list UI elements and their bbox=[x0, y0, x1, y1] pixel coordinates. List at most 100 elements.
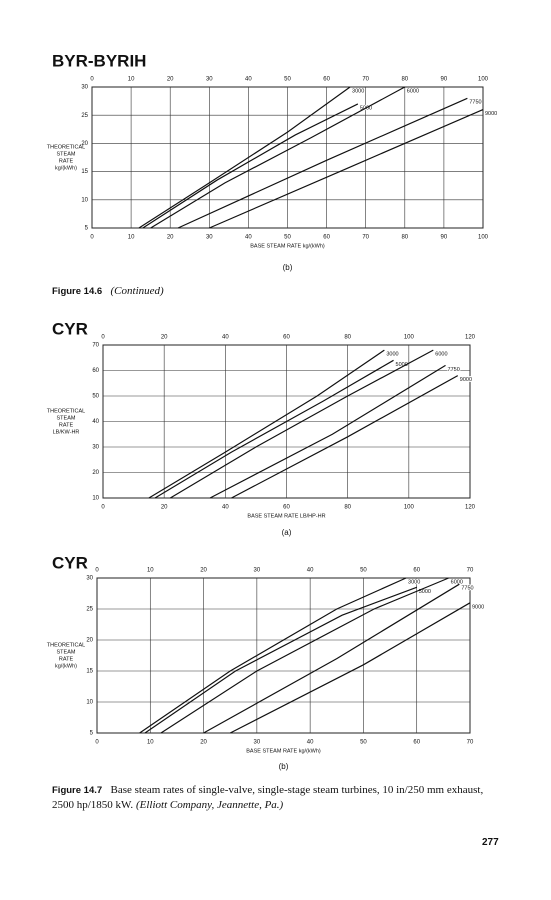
y-tick-label: 15 bbox=[81, 169, 88, 175]
x-tick-label: 60 bbox=[413, 740, 420, 746]
x-tick-label: 100 bbox=[478, 235, 489, 241]
figure-source: (Elliott Company, Jeannette, Pa.) bbox=[135, 799, 284, 811]
x-tick-label: 0 bbox=[101, 505, 105, 511]
y-axis-label: THEORETICAL bbox=[47, 642, 86, 648]
x-tick-label-top: 20 bbox=[161, 335, 168, 341]
y-axis-label: kg/(kWh) bbox=[55, 165, 77, 171]
x-tick-label-top: 50 bbox=[360, 568, 367, 574]
series-line bbox=[169, 349, 434, 499]
x-tick-label-top: 10 bbox=[147, 568, 154, 574]
series-label: 7750 bbox=[469, 100, 481, 106]
series-label: 5000 bbox=[396, 362, 408, 368]
y-tick-label: 30 bbox=[86, 576, 93, 582]
x-tick-label-top: 80 bbox=[401, 77, 408, 83]
x-tick-label-top: 0 bbox=[90, 77, 94, 83]
x-tick-label: 40 bbox=[307, 740, 314, 746]
x-tick-label: 70 bbox=[467, 740, 474, 746]
x-tick-label: 80 bbox=[401, 235, 408, 241]
x-tick-label-top: 100 bbox=[404, 335, 415, 341]
series-line bbox=[231, 375, 459, 499]
x-tick-label-top: 100 bbox=[478, 77, 489, 83]
series-label: 3000 bbox=[352, 88, 364, 94]
series-label: 5000 bbox=[419, 589, 431, 595]
chart-subtitle: (b) bbox=[279, 762, 289, 771]
x-tick-label-top: 60 bbox=[323, 77, 330, 83]
y-tick-label: 10 bbox=[86, 700, 93, 706]
y-tick-label: 25 bbox=[81, 113, 88, 119]
y-axis-label: STEAM bbox=[57, 649, 76, 655]
x-tick-label: 120 bbox=[465, 505, 476, 511]
series-label: 7750 bbox=[461, 586, 473, 592]
x-tick-label-top: 20 bbox=[200, 568, 207, 574]
page-number: 277 bbox=[482, 837, 499, 848]
y-tick-label: 30 bbox=[92, 445, 99, 451]
series-line bbox=[144, 586, 417, 734]
series-line bbox=[150, 86, 406, 229]
x-axis-label: BASE STEAM RATE kg/(kWh) bbox=[246, 748, 321, 754]
x-axis-label: BASE STEAM RATE LB/HP-HR bbox=[247, 513, 325, 519]
y-tick-label: 20 bbox=[92, 470, 99, 476]
series-line bbox=[209, 109, 484, 229]
y-tick-label: 30 bbox=[81, 85, 88, 91]
series-line bbox=[138, 86, 351, 229]
x-tick-label-top: 60 bbox=[283, 335, 290, 341]
x-axis-label: BASE STEAM RATE kg/(kWh) bbox=[250, 243, 325, 249]
chart-title: CYR bbox=[52, 319, 88, 338]
series-line bbox=[229, 602, 471, 734]
x-tick-label: 60 bbox=[323, 235, 330, 241]
series-label: 9000 bbox=[460, 377, 472, 383]
y-tick-label: 25 bbox=[86, 607, 93, 613]
y-tick-label: 10 bbox=[81, 197, 88, 203]
x-tick-label: 0 bbox=[95, 740, 99, 746]
y-axis-label: RATE bbox=[59, 422, 74, 428]
series-label: 3000 bbox=[386, 352, 398, 358]
plot-frame bbox=[96, 577, 471, 734]
y-tick-label: 20 bbox=[86, 638, 93, 644]
series-label: 9000 bbox=[485, 111, 497, 117]
y-tick-label: 60 bbox=[92, 368, 99, 374]
x-tick-label-top: 80 bbox=[344, 335, 351, 341]
series-label: 6000 bbox=[407, 88, 419, 94]
x-tick-label: 40 bbox=[245, 235, 252, 241]
x-tick-label: 90 bbox=[441, 235, 448, 241]
chart-subtitle: (b) bbox=[283, 263, 293, 272]
chart-subtitle: (a) bbox=[282, 528, 292, 537]
series-line bbox=[139, 577, 407, 734]
figure-text: (Continued) bbox=[110, 285, 164, 297]
series-line bbox=[142, 103, 359, 229]
chart-title: BYR-BYRIH bbox=[52, 51, 146, 70]
x-tick-label: 60 bbox=[283, 505, 290, 511]
x-tick-label-top: 50 bbox=[284, 77, 291, 83]
x-tick-label-top: 120 bbox=[465, 335, 476, 341]
y-tick-label: 50 bbox=[92, 394, 99, 400]
x-tick-label: 20 bbox=[167, 235, 174, 241]
x-tick-label: 100 bbox=[404, 505, 415, 511]
chart-title: CYR bbox=[52, 553, 88, 572]
y-tick-label: 20 bbox=[81, 141, 88, 147]
x-tick-label: 70 bbox=[362, 235, 369, 241]
series-label: 6000 bbox=[435, 352, 447, 358]
series-line bbox=[160, 577, 449, 734]
x-tick-label-top: 40 bbox=[245, 77, 252, 83]
x-tick-label: 40 bbox=[222, 505, 229, 511]
x-tick-label-top: 20 bbox=[167, 77, 174, 83]
x-tick-label: 50 bbox=[284, 235, 291, 241]
x-tick-label-top: 30 bbox=[254, 568, 261, 574]
x-tick-label-top: 40 bbox=[222, 335, 229, 341]
y-axis-label: STEAM bbox=[57, 151, 76, 157]
x-tick-label: 80 bbox=[344, 505, 351, 511]
figure-caption: Figure 14.6 (Continued) bbox=[52, 285, 164, 297]
x-tick-label: 10 bbox=[128, 235, 135, 241]
x-tick-label-top: 0 bbox=[101, 335, 105, 341]
y-axis-label: RATE bbox=[59, 158, 74, 164]
x-tick-label-top: 60 bbox=[413, 568, 420, 574]
series-label: 7750 bbox=[448, 367, 460, 373]
series-label: 3000 bbox=[408, 579, 420, 585]
series-line bbox=[203, 583, 460, 734]
series-line bbox=[154, 359, 394, 499]
y-axis-label: THEORETICAL bbox=[47, 144, 86, 150]
x-tick-label: 10 bbox=[147, 740, 154, 746]
x-tick-label-top: 40 bbox=[307, 568, 314, 574]
x-tick-label-top: 10 bbox=[128, 77, 135, 83]
y-axis-label: STEAM bbox=[57, 415, 76, 421]
